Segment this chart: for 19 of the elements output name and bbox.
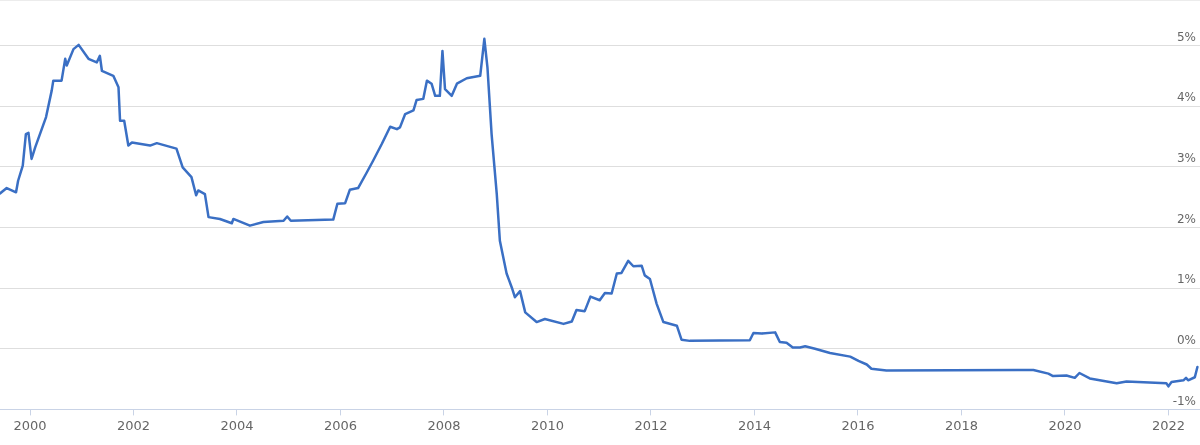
x-tick-label: 2004 [220,417,254,433]
x-tick-label: 2010 [530,417,565,433]
x-tick-label: 2020 [1048,417,1082,433]
y-tick-label: 4% [1176,90,1196,105]
x-tick-label: 2018 [944,417,978,433]
y-tick-label: 2% [1176,211,1196,226]
y-tick-label: 0% [1176,332,1196,347]
y-tick-label: 3% [1176,150,1196,165]
y-tick-label: -1% [1172,393,1196,408]
y-tick-label: 1% [1176,272,1196,287]
x-tick-label: 2022 [1151,417,1185,433]
x-tick-label: 2012 [634,417,668,433]
x-tick-label: 2006 [323,417,358,433]
y-tick-label: 5% [1176,29,1196,44]
x-tick-label: 2000 [13,417,47,433]
x-tick-label: 2008 [427,417,461,433]
x-tick-label: 2014 [737,417,772,433]
x-tick-label: 2016 [841,417,875,433]
x-tick-label: 2002 [116,417,151,433]
